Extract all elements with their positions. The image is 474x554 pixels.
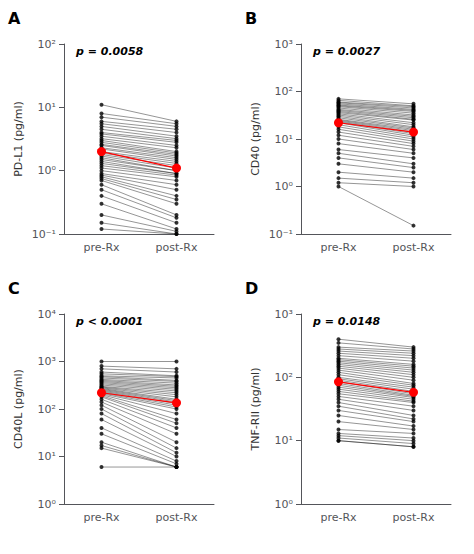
- svg-text:post-Rx: post-Rx: [156, 511, 198, 524]
- svg-text:p = 0.0027: p = 0.0027: [312, 45, 381, 58]
- svg-text:TNF-RII (pg/ml): TNF-RII (pg/ml): [249, 368, 262, 452]
- svg-text:10²: 10²: [38, 403, 56, 416]
- svg-text:D: D: [245, 279, 258, 298]
- svg-text:10⁰: 10⁰: [275, 498, 294, 511]
- svg-text:CD40 (pg/ml): CD40 (pg/ml): [249, 102, 262, 176]
- svg-text:10³: 10³: [275, 38, 293, 51]
- svg-text:C: C: [8, 279, 20, 298]
- svg-text:10³: 10³: [38, 355, 56, 368]
- svg-text:p < 0.0001: p < 0.0001: [75, 315, 143, 328]
- svg-text:pre-Rx: pre-Rx: [320, 241, 357, 254]
- svg-text:10¹: 10¹: [38, 450, 56, 463]
- svg-text:PD-L1 (pg/ml): PD-L1 (pg/ml): [12, 101, 25, 177]
- svg-text:post-Rx: post-Rx: [393, 511, 435, 524]
- svg-text:post-Rx: post-Rx: [156, 241, 198, 254]
- svg-text:p = 0.0058: p = 0.0058: [75, 45, 144, 58]
- svg-text:pre-Rx: pre-Rx: [83, 511, 120, 524]
- svg-text:10⁴: 10⁴: [38, 308, 57, 321]
- svg-text:10⁻¹: 10⁻¹: [269, 228, 293, 241]
- svg-text:CD40L (pg/ml): CD40L (pg/ml): [12, 369, 25, 449]
- svg-text:B: B: [245, 9, 257, 28]
- svg-text:10⁻¹: 10⁻¹: [32, 228, 56, 241]
- svg-text:10²: 10²: [38, 38, 56, 51]
- svg-text:10¹: 10¹: [38, 101, 56, 114]
- svg-text:pre-Rx: pre-Rx: [83, 241, 120, 254]
- svg-text:pre-Rx: pre-Rx: [320, 511, 357, 524]
- svg-text:10¹: 10¹: [275, 434, 293, 447]
- svg-text:A: A: [8, 9, 21, 28]
- svg-text:post-Rx: post-Rx: [393, 241, 435, 254]
- svg-text:10⁰: 10⁰: [38, 498, 57, 511]
- svg-text:p = 0.0148: p = 0.0148: [312, 315, 381, 328]
- svg-text:10²: 10²: [275, 85, 293, 98]
- svg-text:10¹: 10¹: [275, 133, 293, 146]
- svg-text:10⁰: 10⁰: [38, 164, 57, 177]
- svg-text:10²: 10²: [275, 371, 293, 384]
- svg-text:10³: 10³: [275, 308, 293, 321]
- svg-text:10⁰: 10⁰: [275, 180, 294, 193]
